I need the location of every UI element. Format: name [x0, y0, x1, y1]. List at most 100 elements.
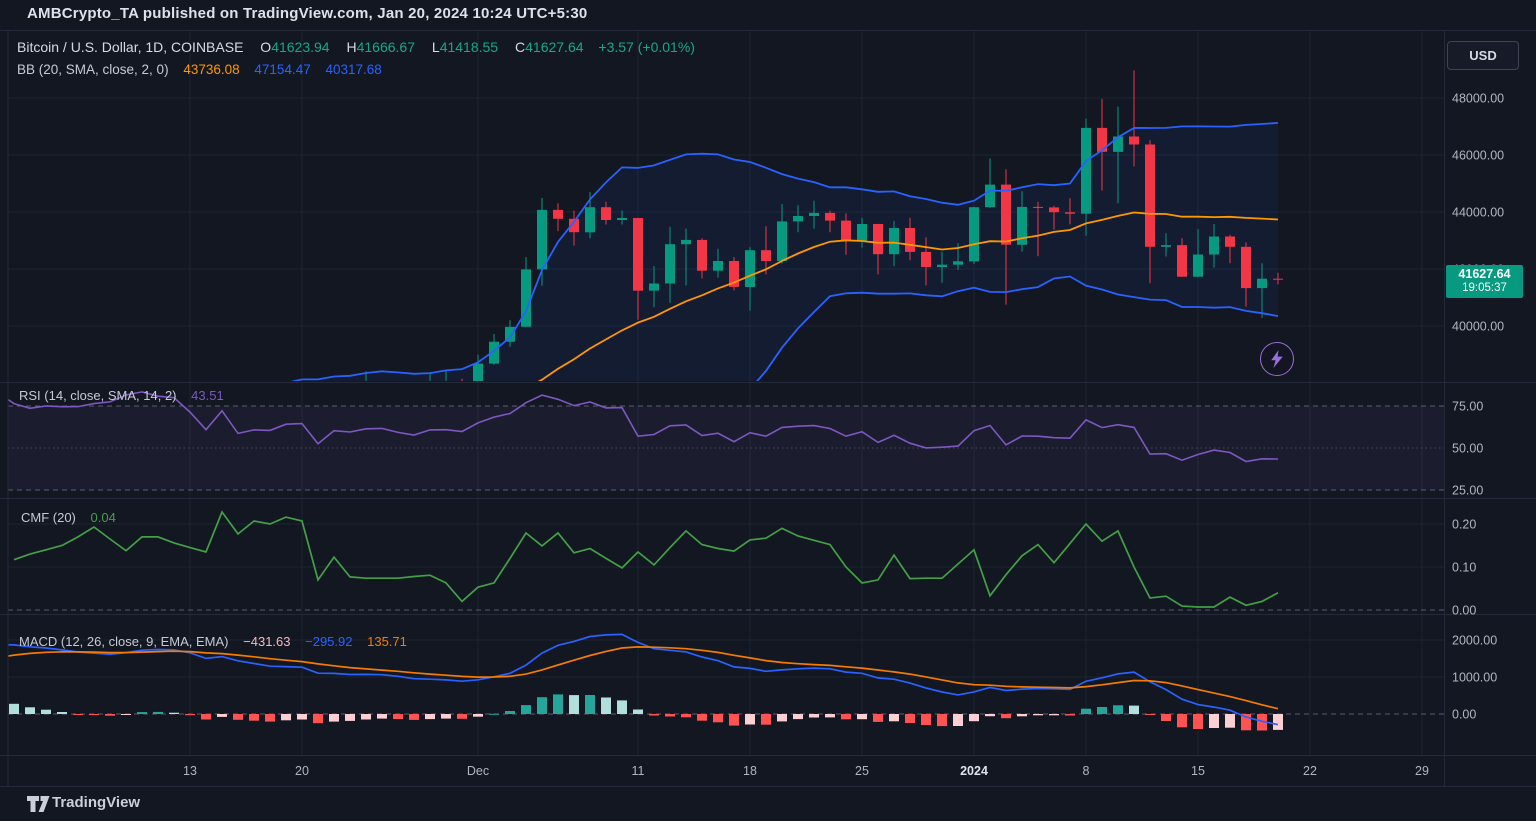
symbol-legend[interactable]: Bitcoin / U.S. Dollar, 1D, COINBASE O416…	[17, 39, 695, 55]
candle-body	[1193, 254, 1203, 277]
main-axis-label: 40000.00	[1452, 320, 1504, 334]
macd-histogram-bar	[1257, 714, 1267, 731]
macd-histogram-bar	[777, 714, 787, 722]
tradingview-wordmark[interactable]: TradingView	[52, 794, 141, 811]
open-value: 41623.94	[271, 39, 330, 55]
candle-body	[521, 269, 531, 327]
macd-histogram-bar	[89, 714, 99, 716]
low-label: L	[431, 39, 440, 55]
macd-histogram-bar	[633, 709, 643, 714]
macd-histogram-bar	[537, 697, 547, 714]
tradingview-logo-icon[interactable]	[27, 796, 50, 813]
candle-body	[505, 326, 515, 342]
macd-histogram-bar	[1177, 714, 1187, 728]
time-axis-label: 18	[743, 764, 757, 778]
candle-body	[969, 207, 979, 262]
candle-body	[393, 389, 403, 398]
macd-histogram-bar	[9, 703, 19, 714]
macd-histogram-bar	[233, 714, 243, 720]
candle-body	[745, 250, 755, 287]
macd-histogram-bar	[937, 714, 947, 727]
low-value: 41418.55	[439, 39, 499, 55]
candle-body	[1257, 278, 1267, 289]
macd-histogram-bar	[841, 714, 851, 720]
candle-body	[697, 239, 707, 271]
close-value: 41627.64	[525, 39, 584, 55]
macd-histogram-bar	[1033, 714, 1043, 716]
macd-histogram-bar	[985, 714, 995, 717]
currency-button[interactable]: USD	[1447, 41, 1519, 70]
candle-body	[537, 209, 547, 270]
candle-body	[1177, 245, 1187, 277]
macd-histogram-bar	[153, 711, 163, 714]
macd-histogram-bar	[217, 714, 227, 717]
macd-histogram-bar	[745, 714, 755, 725]
macd-histogram-bar	[201, 714, 211, 720]
cmf-legend[interactable]: CMF (20) 0.04	[21, 510, 116, 525]
candle-body	[1129, 136, 1139, 145]
candle-body	[617, 218, 627, 220]
bb-legend[interactable]: BB (20, SMA, close, 2, 0) 43736.08 47154…	[17, 62, 382, 77]
candle-body	[921, 251, 931, 267]
candle-body	[873, 224, 883, 255]
time-axis-label: 13	[183, 764, 197, 778]
macd-histogram-bar	[713, 714, 723, 723]
macd-histogram-bar	[361, 714, 371, 720]
flash-button[interactable]	[1260, 342, 1294, 376]
macd-histogram-bar	[1081, 708, 1091, 714]
macd-histogram-bar	[809, 714, 819, 718]
time-axis-label: 11	[632, 764, 645, 778]
macd-histogram-bar	[921, 714, 931, 726]
macd-histogram-bar	[585, 695, 595, 714]
cmf-line	[13, 510, 1279, 608]
macd-histogram-bar	[297, 714, 307, 720]
bb-title: BB (20, SMA, close, 2, 0)	[17, 62, 169, 77]
macd-histogram-bar	[1065, 714, 1075, 716]
rsi-legend[interactable]: RSI (14, close, SMA, 14, 2) 43.51	[19, 388, 224, 403]
macd-histogram-bar	[1225, 714, 1235, 728]
candle-body	[905, 228, 915, 252]
candle-body	[985, 184, 995, 208]
candle-body	[361, 391, 371, 403]
candle-body	[953, 261, 963, 265]
macd-legend[interactable]: MACD (12, 26, close, 9, EMA, EMA) −431.6…	[19, 634, 407, 649]
candle-body	[601, 207, 611, 220]
candle-body	[473, 363, 483, 381]
main-axis-label: 48000.00	[1452, 92, 1504, 106]
macd-histogram-bar	[41, 709, 51, 714]
candle-body	[345, 400, 355, 403]
time-axis-label: 25	[855, 764, 869, 778]
cmf-axis-label: 0.20	[1452, 518, 1476, 532]
cmf-axis-label: 0.00	[1452, 604, 1476, 618]
bb-upper-value: 47154.47	[254, 62, 311, 77]
candle-body	[1225, 236, 1235, 247]
candle-body	[841, 220, 851, 241]
macd-histogram-bar	[313, 714, 323, 724]
candle-body	[857, 224, 867, 241]
macd-histogram-bar	[1097, 707, 1107, 714]
candle-body	[585, 207, 595, 233]
macd-signal-line	[8, 646, 1279, 710]
candle-body	[761, 250, 771, 261]
macd-histogram-bar	[1129, 705, 1139, 714]
bb-upper-line	[290, 122, 1279, 381]
macd-histogram-bar	[1113, 705, 1123, 714]
candle-body	[1065, 212, 1075, 214]
time-axis-label: 20	[295, 764, 309, 778]
macd-axis-label: 2000.00	[1452, 634, 1497, 648]
macd-histogram-bar	[489, 713, 499, 715]
macd-histogram-bar	[1193, 714, 1203, 729]
macd-histogram-bar	[265, 714, 275, 722]
cmf-title: CMF (20)	[21, 510, 76, 525]
macd-histogram-bar	[905, 714, 915, 723]
candle-body	[793, 216, 803, 222]
last-price-badge: 41627.64 19:05:37	[1446, 265, 1523, 298]
bb-basis-line	[537, 211, 1279, 381]
macd-histogram-bar	[473, 714, 483, 717]
rsi-axis-label: 50.00	[1452, 442, 1483, 456]
macd-histogram-bar	[761, 714, 771, 725]
macd-histogram-bar	[665, 714, 675, 717]
lightning-icon	[1271, 350, 1283, 368]
macd-histogram-bar	[137, 712, 147, 714]
